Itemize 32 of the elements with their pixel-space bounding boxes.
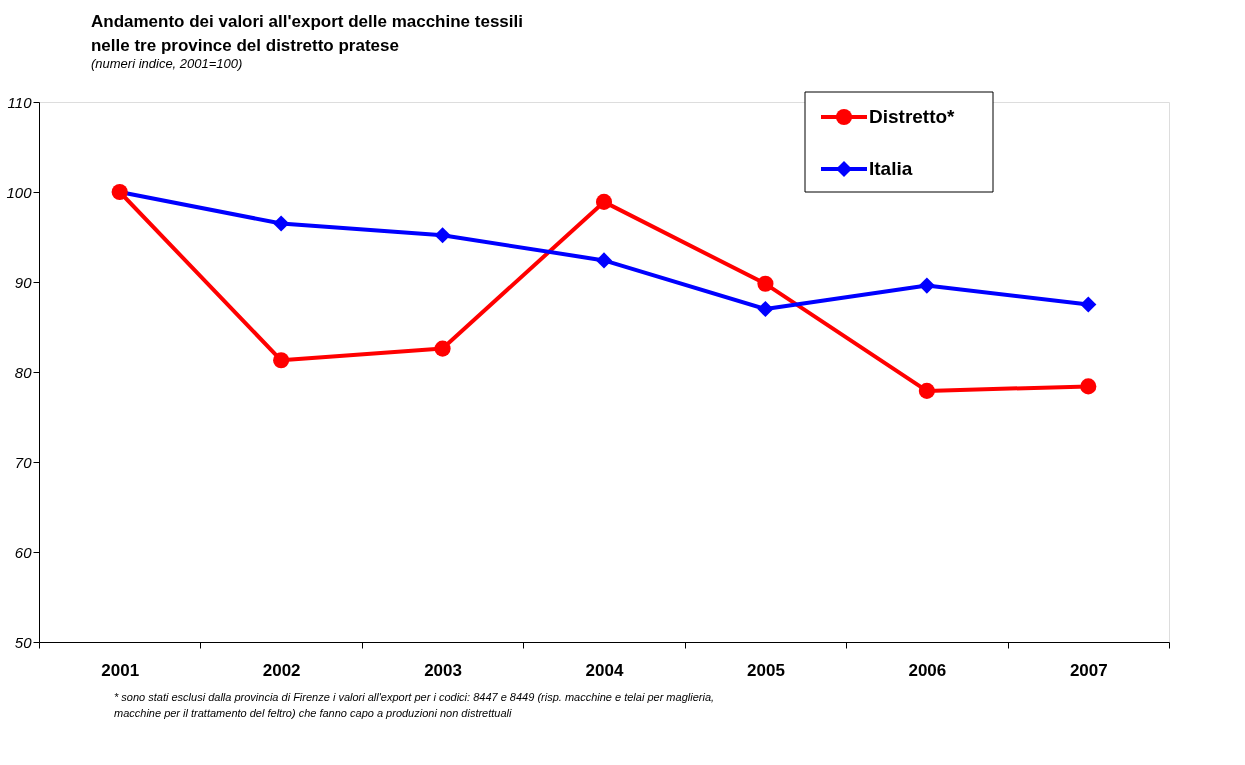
point: [757, 300, 774, 318]
y-tick-label: 80: [14, 363, 33, 381]
x-tick-label: 2005: [747, 660, 785, 680]
x-tick-label: 2001: [101, 660, 140, 680]
x-tick-label: 2007: [1069, 660, 1108, 680]
point: [273, 215, 290, 232]
point: [757, 275, 774, 292]
x-tick-label: 2004: [585, 660, 624, 680]
y-tick-label: 60: [14, 543, 33, 561]
point: [595, 252, 613, 269]
text: * sono stati esclusi dalla provincia di Firenze i valori all'export per i codici: 8447 e 8449 (risp. macchine e telai per maglieria,: [114, 691, 715, 703]
point: [434, 227, 451, 244]
point: [595, 193, 613, 210]
x-tick-label: 2003: [424, 660, 462, 680]
point: [1080, 296, 1097, 313]
x-tick-label: 2002: [262, 660, 301, 680]
point: [918, 277, 935, 294]
text: macchine per il trattamento del feltro) che fanno capo a produzioni non distrettuali: [114, 707, 513, 719]
y-tick-label: 50: [14, 633, 33, 651]
point: [1080, 378, 1097, 395]
chart-subtitle: (numeri indice, 2001=100): [90, 55, 243, 71]
legend-label: Distretto*: [869, 106, 956, 127]
point: [273, 352, 290, 369]
y-tick-label: 110: [7, 93, 33, 111]
point: [434, 340, 451, 357]
legend-label: Italia: [869, 158, 913, 179]
x-tick-label: 2006: [908, 660, 947, 680]
point: [918, 382, 935, 399]
y-tick-label: 70: [14, 453, 33, 471]
y-tick-label: 90: [14, 273, 33, 291]
y-tick-label: 100: [6, 183, 33, 201]
chart-title: Andamento dei valori all'export delle macchine tessili nelle tre province del distretto pratese: [90, 11, 523, 55]
